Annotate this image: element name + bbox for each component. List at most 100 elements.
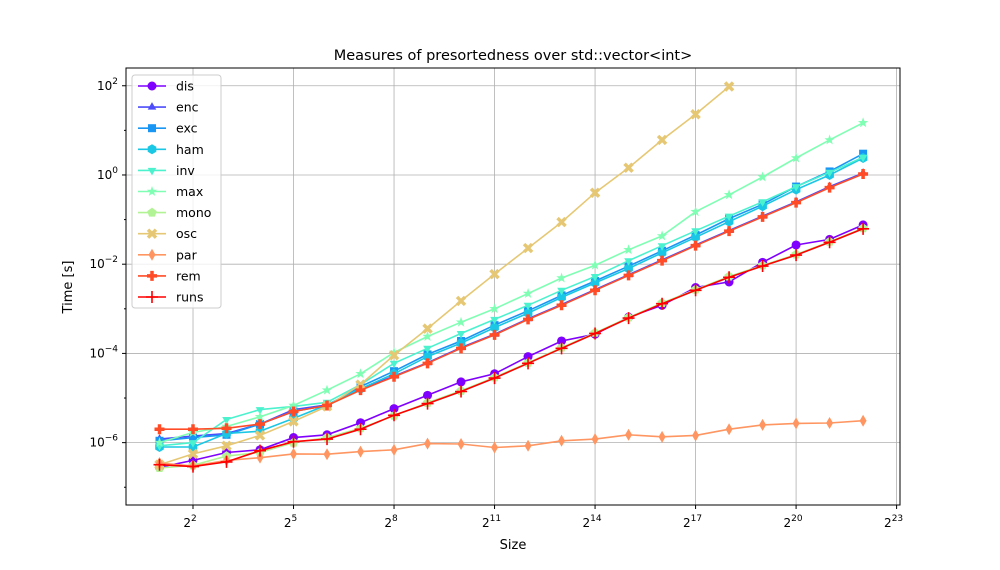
series-line bbox=[159, 157, 864, 448]
legend-entry-dis: dis bbox=[138, 79, 194, 94]
data-point bbox=[456, 343, 467, 354]
legend-label: max bbox=[176, 184, 203, 199]
data-point bbox=[590, 274, 600, 282]
data-point bbox=[523, 302, 533, 311]
data-point bbox=[354, 423, 367, 436]
legend-box bbox=[131, 74, 222, 309]
data-point bbox=[222, 428, 231, 439]
data-point bbox=[290, 447, 298, 460]
data-point bbox=[488, 372, 501, 385]
legend-label: osc bbox=[176, 226, 197, 241]
grid bbox=[126, 68, 900, 505]
series-inv bbox=[155, 154, 868, 451]
x-tick-label: 211 bbox=[482, 514, 501, 530]
data-point bbox=[388, 347, 400, 357]
y-tick-label: 102 bbox=[97, 77, 118, 93]
legend: dis enc exc ham inv max mono osc par rem runs bbox=[131, 74, 222, 309]
data-point bbox=[424, 437, 432, 450]
y-tick-label: 100 bbox=[97, 166, 118, 182]
data-point bbox=[321, 433, 334, 446]
legend-label: enc bbox=[176, 100, 199, 115]
data-point bbox=[523, 352, 533, 362]
data-point bbox=[455, 295, 467, 307]
data-point bbox=[758, 199, 767, 207]
data-point bbox=[153, 458, 166, 471]
data-point bbox=[456, 331, 466, 339]
data-point bbox=[288, 400, 299, 410]
data-point bbox=[355, 385, 366, 396]
legend-entry-ham: ham bbox=[138, 142, 204, 157]
data-point bbox=[589, 259, 601, 270]
data-point bbox=[389, 404, 399, 414]
data-point bbox=[389, 371, 400, 382]
data-point bbox=[524, 439, 532, 452]
data-point bbox=[656, 230, 668, 241]
data-point bbox=[254, 430, 266, 441]
data-point bbox=[725, 423, 733, 436]
data-point bbox=[255, 419, 266, 430]
data-point bbox=[723, 81, 735, 92]
data-point bbox=[590, 285, 601, 296]
data-point bbox=[456, 377, 466, 387]
data-point bbox=[389, 360, 399, 369]
legend-label: mono bbox=[176, 205, 211, 220]
series-max bbox=[154, 117, 869, 448]
data-point bbox=[723, 271, 736, 284]
data-point bbox=[323, 448, 331, 461]
data-point bbox=[556, 272, 567, 283]
data-point bbox=[724, 226, 735, 237]
series-par bbox=[156, 414, 867, 472]
plot-frame bbox=[125, 67, 901, 506]
legend-entry-rem: rem bbox=[138, 268, 201, 283]
data-point bbox=[154, 437, 165, 448]
data-point bbox=[689, 284, 702, 297]
data-point bbox=[622, 312, 635, 325]
data-point bbox=[422, 331, 433, 341]
data-point bbox=[189, 433, 198, 442]
legend-entry-exc: exc bbox=[138, 121, 198, 136]
x-tick-label: 25 bbox=[284, 514, 297, 530]
legend-entry-enc: enc bbox=[138, 100, 199, 115]
data-point bbox=[321, 384, 333, 395]
legend-marker bbox=[146, 228, 158, 239]
legend-label: dis bbox=[176, 79, 194, 94]
data-point bbox=[288, 406, 299, 417]
data-point bbox=[455, 385, 468, 398]
legend-label: exc bbox=[176, 121, 198, 136]
data-point bbox=[792, 417, 800, 430]
x-tick-label: 22 bbox=[183, 514, 196, 530]
series-line bbox=[159, 172, 864, 440]
data-point bbox=[254, 411, 266, 422]
data-point bbox=[357, 445, 365, 458]
data-point bbox=[490, 322, 499, 333]
data-point bbox=[790, 152, 802, 163]
data-point bbox=[690, 206, 701, 217]
legend-marker bbox=[147, 81, 157, 91]
legend-entry-max: max bbox=[138, 184, 203, 199]
data-point bbox=[823, 236, 836, 249]
x-tick-label: 223 bbox=[884, 514, 903, 530]
data-point bbox=[222, 417, 231, 425]
x-tick-label: 220 bbox=[784, 514, 803, 530]
data-point bbox=[591, 433, 599, 446]
data-point bbox=[557, 287, 566, 296]
data-point bbox=[857, 222, 870, 235]
legend-label: ham bbox=[176, 142, 204, 157]
data-point bbox=[490, 316, 499, 325]
legend-marker bbox=[147, 102, 157, 110]
data-point bbox=[824, 182, 835, 193]
data-point bbox=[589, 327, 602, 340]
data-point bbox=[790, 249, 803, 262]
series-line bbox=[159, 152, 864, 442]
series-line bbox=[159, 156, 864, 447]
data-point bbox=[589, 187, 601, 198]
legend-label: inv bbox=[176, 163, 195, 178]
legend-marker bbox=[146, 186, 158, 196]
data-point bbox=[825, 169, 834, 178]
data-point bbox=[656, 297, 669, 310]
data-point bbox=[154, 424, 165, 435]
data-point bbox=[757, 171, 768, 182]
data-point bbox=[355, 379, 366, 390]
data-point bbox=[423, 390, 433, 400]
x-tick-label: 214 bbox=[583, 514, 602, 530]
